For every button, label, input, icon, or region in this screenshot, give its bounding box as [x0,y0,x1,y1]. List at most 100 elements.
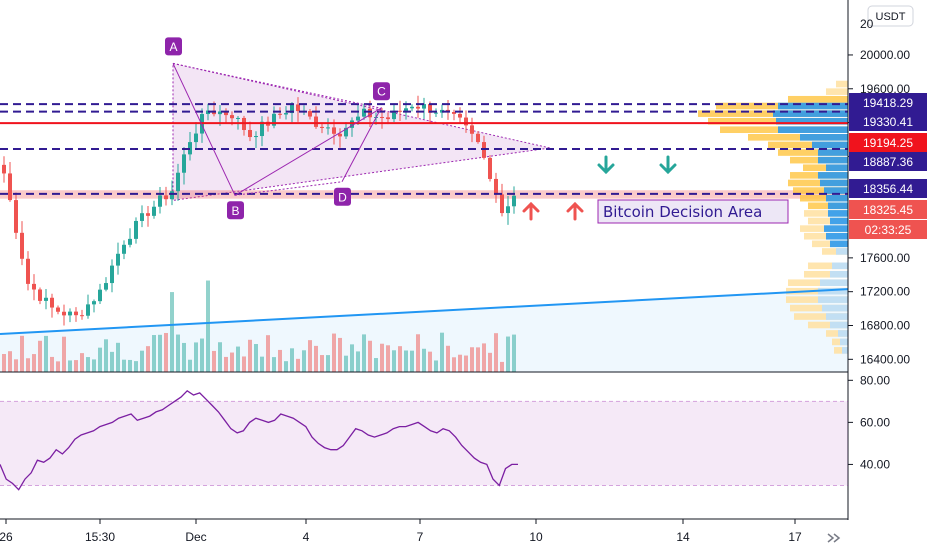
volume-profile-bar [790,304,848,312]
candle-body [470,125,474,134]
volume-bar [386,345,390,372]
rsi-tick-label: 80.00 [860,373,890,387]
volume-profile-bar-sell [828,202,848,210]
volume-bar [68,360,72,372]
candle-body [326,127,330,129]
down-arrow-icon [597,155,615,175]
candle-body [110,265,114,284]
currency-badge[interactable] [867,5,914,27]
price-label-box [849,152,927,171]
volume-profile-bar-sell [842,347,848,354]
pattern-diag [172,62,382,109]
x-tick-label: 15:30 [85,530,115,544]
volume-bar [104,339,108,372]
volume-profile-bar [822,248,848,255]
candle-body [8,173,12,201]
volume-bar [260,356,264,372]
volume-bar [338,337,342,372]
volume-bar [512,334,516,372]
candle-body [464,117,468,126]
candle-body [296,104,300,112]
volume-bar [62,336,66,372]
volume-bar [224,356,228,372]
volume-profile-bar-sell [824,187,848,194]
volume-bar [476,347,480,372]
volume-profile-bar-sell [826,194,848,202]
up-arrow-icon [566,201,584,221]
candle-body [434,112,438,114]
candle-body [278,113,282,115]
candle-body [32,283,36,290]
candle-body [86,304,90,316]
volume-profile-bar-sell [830,217,848,225]
point-label-box [227,201,244,220]
volume-profile-bar-sell [778,126,848,134]
volume-bar [212,350,216,372]
volume-profile-bar-sell [812,141,848,149]
candle-body [56,307,60,312]
volume-bar [194,342,198,372]
x-tick-label: 14 [676,530,690,544]
pattern-diag [234,181,343,196]
scroll-right-icon[interactable] [827,533,841,543]
volume-bar [506,336,510,372]
volume-profile-bar-sell [820,279,848,287]
candle-body [98,289,102,302]
volume-bar [188,359,192,372]
volume-profile-bar [808,217,848,225]
point-label-b: B [231,204,239,218]
volume-profile-bar-sell [828,210,848,217]
volume-bar [314,345,318,372]
candle-body [368,108,372,118]
volume-bar [110,351,114,372]
volume-bar [44,335,48,372]
volume-bar [176,334,180,372]
volume-bar [254,344,258,372]
volume-bar [158,334,162,372]
volume-bar [152,335,156,372]
rsi-tick-label: 60.00 [860,415,890,429]
volume-bar [488,352,492,372]
up-arrow-icon [522,201,540,221]
volume-profile-bar-sell [832,262,848,270]
point-label-box [373,82,390,101]
volume-bar [398,346,402,372]
candle-body [26,258,30,284]
y-tick-label: 16400.00 [860,352,910,366]
candle-body [332,127,336,134]
volume-bar [164,332,168,372]
volume-bar [32,354,36,372]
price-label-text: 18325.45 [863,203,913,217]
candle-body [164,195,168,200]
volume-bar [242,356,246,372]
volume-bar [404,350,408,372]
x-tick-label: 4 [303,530,310,544]
volume-bar [86,357,90,372]
volume-bar [92,359,96,372]
price-label-box [849,93,927,112]
price-label-box [849,220,927,239]
volume-profile-bar-sell [838,330,848,337]
volume-bar [56,361,60,372]
volume-profile-bar [834,347,848,354]
volume-profile-bar [804,270,848,278]
candle-body [506,206,510,214]
volume-profile-bar-sell [818,296,848,303]
volume-profile-bar [800,194,848,202]
candle-body [2,164,6,174]
candle-body [392,110,396,120]
volume-profile-bar [808,321,848,329]
candle-body [254,136,258,138]
volume-bar [350,344,354,372]
volume-profile-bar-sell [840,338,848,346]
price-label-text: 18887.36 [863,155,913,169]
abcd-pattern [172,63,383,197]
volume-bar [50,356,54,372]
candle-body [272,113,276,126]
volume-profile-bar-sell [830,270,848,278]
volume-bar [290,348,294,372]
candle-body [38,289,42,301]
candle-body [314,116,318,127]
volume-bar [458,354,462,372]
